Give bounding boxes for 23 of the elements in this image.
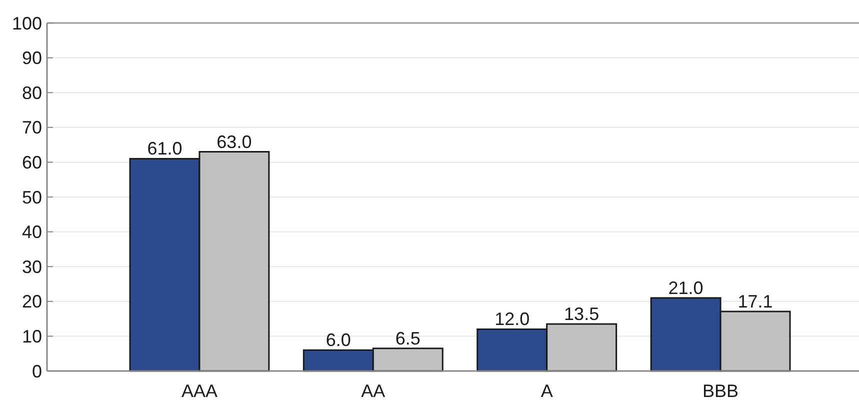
x-tick-label: AAA	[181, 381, 218, 401]
x-tick-label: AA	[361, 381, 386, 401]
data-label: 6.0	[326, 330, 351, 350]
data-label: 17.1	[738, 291, 773, 312]
data-label: 12.0	[494, 309, 530, 330]
y-tick-label: 60	[22, 152, 42, 172]
data-label: 63.0	[216, 132, 252, 152]
y-tick-label: 90	[22, 48, 42, 68]
y-tick-label: 70	[22, 118, 42, 138]
y-tick-label: 20	[22, 292, 42, 312]
y-tick-label: 100	[12, 13, 42, 34]
data-label: 6.5	[395, 328, 420, 348]
y-tick-label: 50	[22, 187, 42, 208]
x-tick-label: BBB	[702, 381, 739, 401]
data-label: 61.0	[147, 138, 182, 159]
data-label: 21.0	[668, 278, 704, 298]
y-tick-label: 10	[22, 326, 42, 346]
y-tick-label: 40	[22, 222, 42, 242]
data-label: 13.5	[564, 304, 600, 324]
y-tick-label: 0	[32, 361, 42, 382]
y-tick-label: 80	[22, 82, 42, 103]
x-tick-label: A	[540, 381, 553, 401]
y-tick-label: 30	[22, 256, 42, 277]
